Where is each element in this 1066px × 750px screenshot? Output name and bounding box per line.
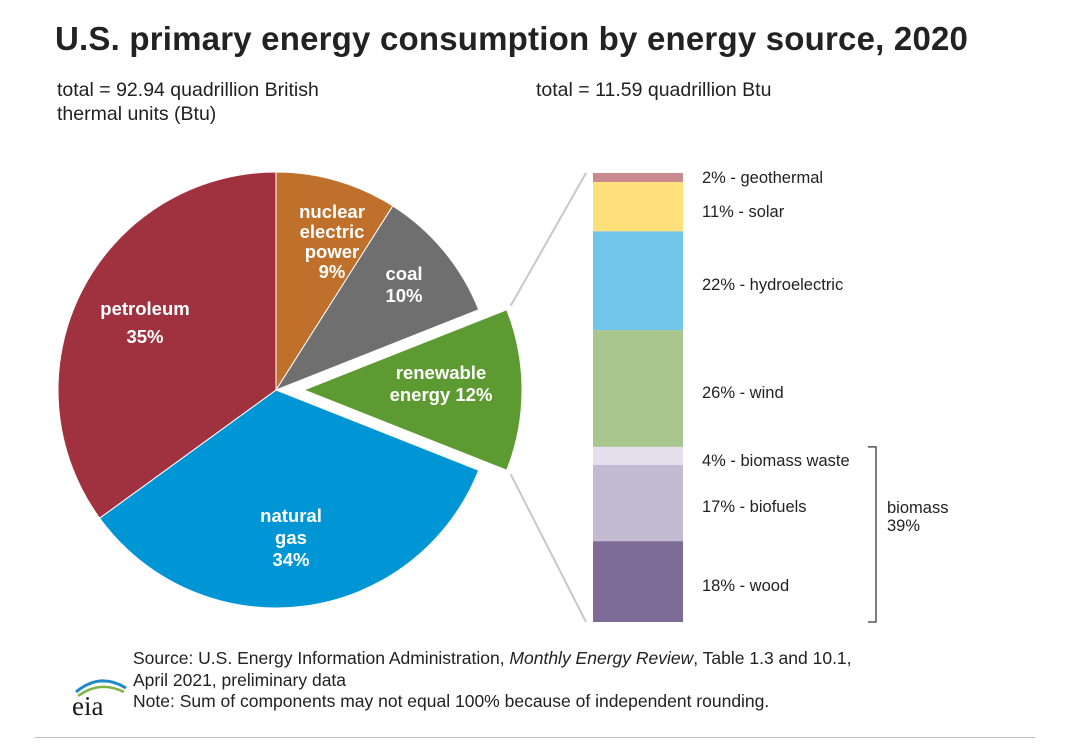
bar-segment-hydroelectric (593, 231, 683, 331)
bar-label-biofuels: 17% - biofuels (702, 498, 807, 516)
bottom-divider (35, 737, 1035, 738)
pie-slice-nuclear-electric-power (275, 171, 394, 392)
pie-label-renewable-energy: renewable energy 12% (390, 362, 493, 405)
bar-segment-biomass-waste (593, 446, 683, 465)
energy-chart: nuclear electric power 9% coal 10% renewable en… (57, 169, 948, 623)
source-publication: Monthly Energy Review (509, 648, 694, 668)
source-prefix: Source: U.S. Energy Information Administ… (133, 648, 510, 668)
source-suffix: , Table 1.3 and 10.1, (693, 648, 852, 668)
bar-label-hydroelectric: 22% - hydroelectric (702, 276, 843, 294)
bar-label-wind: 26% - wind (702, 384, 784, 402)
bar-segment-solar (593, 181, 683, 232)
bar-segment-biofuels (593, 464, 683, 542)
pie-label-nuclear-electric-power: nuclear electric power 9% (299, 201, 365, 282)
pie-total-subtitle: total = 92.94 quadrillion British therma… (57, 79, 319, 125)
bar-segment-wind (593, 330, 683, 447)
pie-label-petroleum: petroleum 35% (100, 298, 189, 347)
bar-label-geothermal: 2% - geothermal (702, 169, 823, 187)
pie-label-natural-gas: natural gas 34% (260, 505, 322, 570)
pie-label-coal: coal 10% (385, 263, 422, 306)
biomass-group-label: biomass 39% (887, 499, 948, 535)
pie-slice-coal (274, 205, 480, 392)
connector-line-bottom (509, 473, 587, 623)
eia-logo-icon: eia (72, 679, 127, 720)
connector-line-top (509, 172, 587, 307)
bar-label-wood: 18% - wood (702, 577, 789, 595)
bar-segment-wood (593, 541, 683, 622)
pie-slice-renewable-energy (302, 309, 523, 471)
footer: Source: U.S. Energy Information Administ… (133, 648, 1033, 713)
pie-slice-natural-gas (98, 389, 480, 609)
bar-total-subtitle: total = 11.59 quadrillion Btu (536, 79, 772, 101)
bar-label-solar: 11% - solar (702, 203, 785, 221)
chart-title: U.S. primary energy consumption by energ… (55, 20, 969, 57)
logo-text: eia (72, 691, 103, 720)
biomass-bracket (868, 446, 877, 623)
source-line-2: April 2021, preliminary data (133, 669, 347, 690)
source-line: Source: U.S. Energy Information Administ… (133, 648, 1033, 670)
pie-slice-petroleum (57, 171, 277, 519)
bar-segment-geothermal (593, 173, 683, 182)
footnote: Note: Sum of components may not equal 10… (133, 691, 770, 711)
bar-label-biomass-waste: 4% - biomass waste (702, 452, 850, 470)
